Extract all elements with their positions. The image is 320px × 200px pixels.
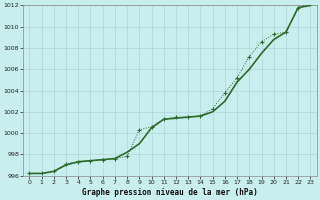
X-axis label: Graphe pression niveau de la mer (hPa): Graphe pression niveau de la mer (hPa) [82, 188, 258, 197]
